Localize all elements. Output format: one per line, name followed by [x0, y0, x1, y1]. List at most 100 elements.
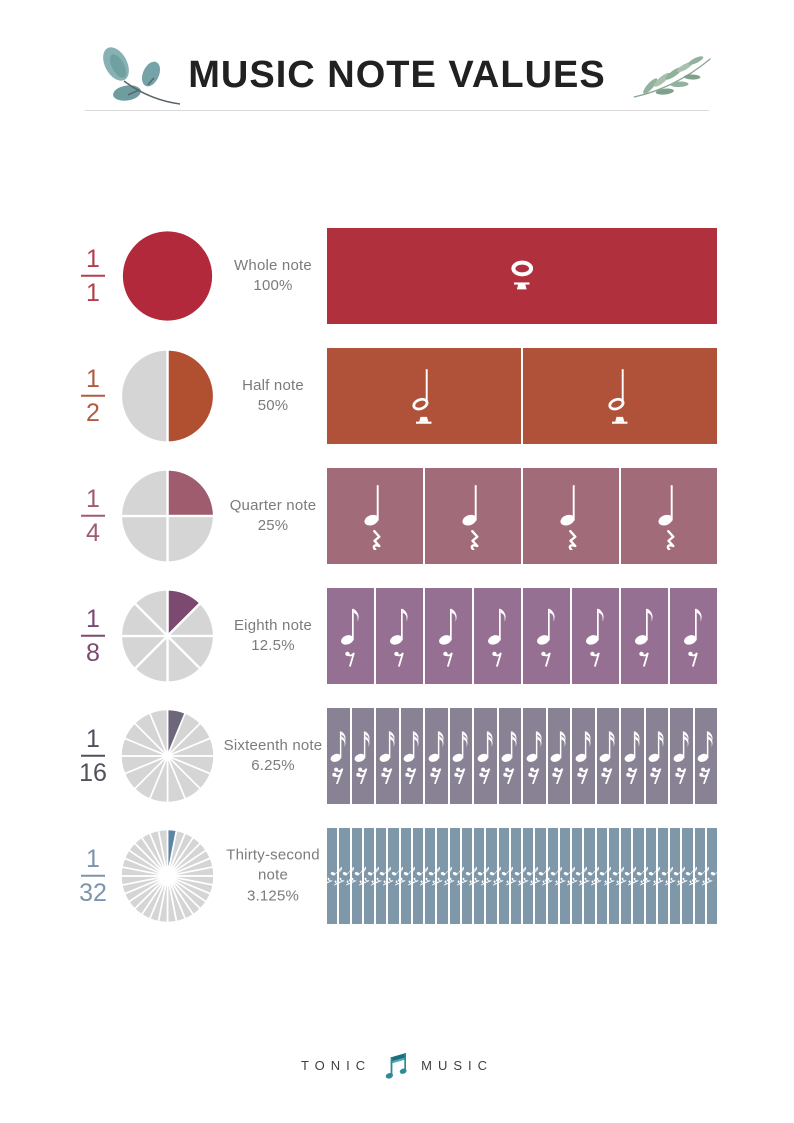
thirty-second-note-icon: [710, 866, 722, 876]
thirty-second-rest-icon: [529, 877, 541, 886]
bar-segment: [449, 708, 472, 804]
whole-note-icon: [511, 260, 533, 276]
bar-segment: [689, 828, 710, 924]
thirty-second-rest-icon: [395, 877, 406, 886]
note-row: 1 4 Quarter note 25%: [0, 456, 794, 576]
bar-segment: [670, 708, 693, 804]
bar-segment: [425, 708, 448, 804]
header-divider: [85, 110, 709, 111]
sixteenth-note-icon: [404, 730, 419, 762]
note-row: 1 16 Sixteenth note 6.25%: [0, 696, 794, 816]
bar-segment: [474, 588, 521, 684]
bar-segment: [444, 828, 465, 924]
thirty-second-note-icon: [551, 866, 563, 876]
thirty-second-rest-icon: [640, 877, 651, 886]
note-bar: [327, 708, 717, 804]
thirty-second-rest-icon: [652, 877, 663, 886]
quarter-rest-icon: [568, 530, 577, 550]
eighth-rest-icon: [688, 651, 698, 667]
header: MUSIC NOTE VALUES: [0, 0, 794, 111]
note-row: 1 32 Thirty-second note 3.125%: [0, 816, 794, 936]
sixteenth-rest-icon: [576, 767, 588, 784]
thirty-second-rest-icon: [431, 877, 443, 886]
sixteenth-rest-icon: [650, 767, 662, 784]
thirty-second-note-icon: [428, 866, 440, 876]
note-label-line: Whole note: [234, 256, 312, 274]
sixteenth-note-icon: [624, 730, 640, 762]
thirty-second-note-icon: [673, 866, 685, 876]
thirty-second-rest-icon: [480, 877, 492, 886]
fraction-divider: [81, 635, 105, 637]
sixteenth-note-icon: [575, 730, 591, 762]
sixteenth-rest-icon: [478, 767, 490, 784]
thirty-second-rest-icon: [333, 877, 345, 886]
bar-segment: [425, 468, 521, 564]
sixteenth-rest-icon: [356, 767, 368, 784]
thirty-second-rest-icon: [615, 877, 627, 886]
bar-segment: [523, 588, 570, 684]
fraction: 1 4: [72, 485, 114, 546]
fraction-divider: [81, 515, 105, 517]
bar-segment: [615, 828, 636, 924]
whole-rest-icon: [514, 281, 530, 289]
bar-segment: [652, 828, 673, 924]
bar-segment: [376, 708, 399, 804]
thirty-second-rest-icon: [676, 877, 688, 886]
thirty-second-note-icon: [404, 866, 416, 876]
bar-segment: [523, 468, 619, 564]
thirty-second-rest-icon: [382, 877, 394, 886]
fraction-numerator: 1: [86, 844, 100, 873]
fraction-pie-svg: [119, 468, 216, 564]
thirty-second-rest-icon: [701, 877, 712, 886]
note-label: Half note 50%: [220, 376, 326, 417]
fraction-pie-svg: [119, 588, 216, 684]
thirty-second-note-icon: [502, 866, 514, 876]
thirty-second-note-icon: [624, 866, 636, 876]
bar-segment: [333, 828, 355, 924]
bar-segment: [621, 708, 644, 804]
bar-segment: [498, 708, 521, 804]
thirty-second-rest-icon: [505, 877, 516, 886]
note-label-line: 25%: [257, 517, 289, 534]
thirty-second-note-icon: [538, 866, 551, 876]
sixteenth-note-icon: [526, 730, 542, 762]
fraction-pie-chart: [119, 348, 216, 445]
bar-segment: [676, 828, 698, 924]
thirty-second-note-icon: [563, 866, 575, 876]
bar-segment: [603, 828, 624, 924]
thirty-second-rest-icon: [542, 877, 553, 886]
bar-segment: [327, 348, 521, 444]
half-note-icon: [608, 368, 625, 410]
quarter-rest-icon: [372, 530, 381, 550]
thirty-second-rest-icon: [627, 877, 639, 886]
sixteenth-rest-icon: [429, 767, 441, 784]
watercolor-leaves-right-icon: [633, 56, 711, 98]
bar-segment: [358, 828, 379, 924]
eighth-rest-icon: [492, 651, 502, 667]
sixteenth-rest-icon: [601, 767, 613, 784]
half-rest-icon: [612, 416, 628, 424]
sixteenth-note-icon: [453, 730, 468, 762]
thirty-second-note-icon: [698, 866, 710, 876]
bar-segment: [425, 588, 472, 684]
note-label-line: note: [258, 866, 288, 884]
bar-segment: [542, 828, 563, 924]
sixteenth-note-icon: [379, 730, 395, 762]
note-value-rows: 1 1 Whole note 100% 1 2 Half note 50%: [0, 216, 794, 936]
bar-segment: [351, 708, 374, 804]
fraction-pie-chart: [119, 588, 216, 685]
quarter-note-icon: [462, 485, 478, 526]
thirty-second-rest-icon: [358, 877, 369, 886]
eighth-note-icon: [537, 608, 555, 645]
bar-segment: [523, 708, 546, 804]
bar-segment: [431, 828, 453, 924]
fraction-numerator: 1: [86, 244, 100, 273]
thirty-second-note-icon: [489, 866, 502, 876]
fraction-pie-svg: [120, 828, 215, 924]
thirty-second-rest-icon: [370, 877, 382, 886]
note-bar: [327, 228, 717, 324]
page-title: MUSIC NOTE VALUES: [188, 54, 606, 96]
note-row: 1 2 Half note 50%: [0, 336, 794, 456]
thirty-second-note-icon: [355, 866, 367, 876]
note-label: Whole note 100%: [220, 256, 326, 297]
